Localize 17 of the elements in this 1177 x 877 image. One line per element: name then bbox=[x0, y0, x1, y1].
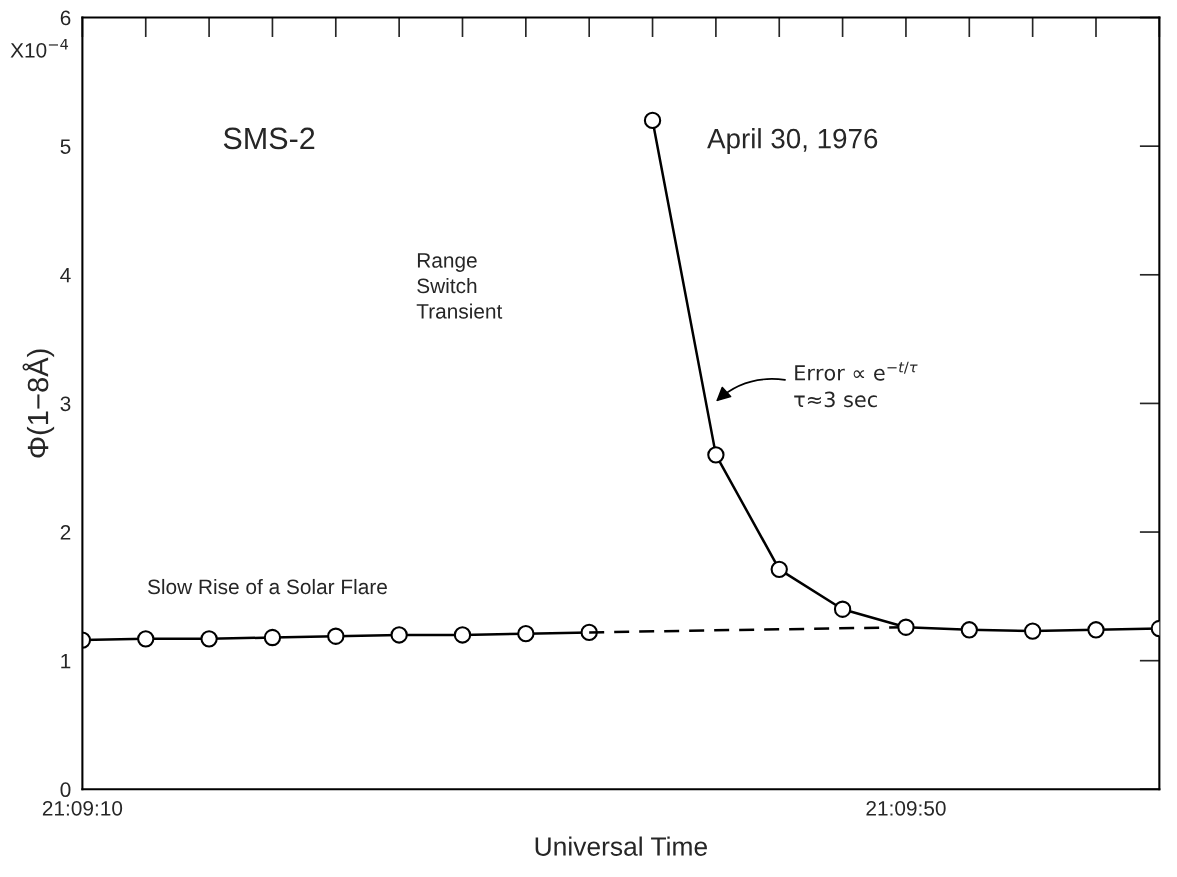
text: X10$^{−4}$ bbox=[10, 38, 69, 58]
x-axis-title: Universal Time bbox=[535, 836, 707, 856]
annotation: Range Switch Transient bbox=[416, 253, 503, 319]
annotation: SMS-2 bbox=[223, 127, 315, 150]
y-axis-title: Φ(1−8Å) bbox=[22, 349, 55, 458]
y-tick-label: 0 bbox=[60, 782, 71, 798]
y-tick-label: 5 bbox=[60, 139, 71, 154]
annotation: April 30, 1976 bbox=[707, 128, 878, 154]
x-tick-label: 21:09:50 bbox=[866, 800, 946, 816]
y-tick-label: 6 bbox=[60, 10, 71, 26]
y-tick-label: 1 bbox=[61, 653, 71, 669]
text: Error ∝ e$^{−t/τ}$ τ≈3 sec bbox=[794, 361, 918, 408]
x-tick-label: 21:09:10 bbox=[42, 800, 123, 816]
y-tick-label: 3 bbox=[60, 396, 71, 412]
y-tick-label: 2 bbox=[60, 525, 71, 540]
y-tick-label: 4 bbox=[60, 268, 71, 283]
annotation: Slow Rise of a Solar Flare bbox=[147, 578, 387, 595]
